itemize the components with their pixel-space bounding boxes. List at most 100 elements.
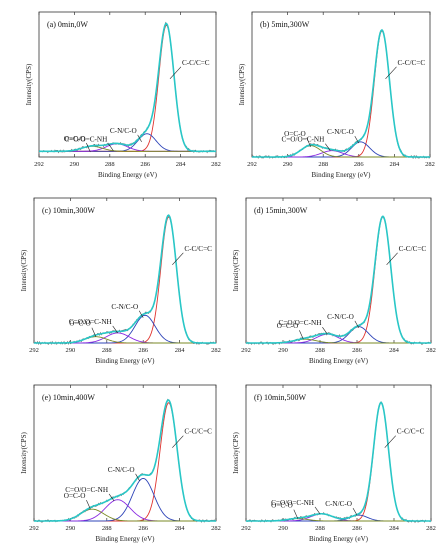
x-tick-label: 292 [34,161,44,168]
x-tick-label: 290 [278,525,288,532]
annotation-label: C-C/C=C [398,59,426,67]
x-tick-label: 284 [175,347,186,354]
annotation-leader [91,327,97,337]
annotation-leader [322,326,328,335]
annotation-label: C-C/C=C [182,59,210,67]
panel-title: (e) 10min,400W [42,393,95,402]
x-tick-label: 288 [315,347,325,354]
x-axis-label: Binding Energy (eV) [309,535,369,543]
annotation-label: C-C/C=C [184,245,212,253]
annotation-label: C=O/O=C-NH [64,136,107,144]
annotation-label: O=C-O [64,135,86,143]
x-axis-label: Binding Energy (eV) [309,357,369,365]
fitted-envelope [246,401,431,522]
x-tick-label: 284 [176,161,187,168]
annotation-leader [108,143,114,151]
x-axis-label: Binding Energy (eV) [98,171,158,179]
annotation-leader [386,252,398,266]
x-tick-label: 282 [211,525,221,532]
x-tick-label: 290 [66,525,76,532]
x-tick-label: 286 [354,161,365,168]
raw-spectrum [251,29,431,160]
annotation-leader [299,330,304,340]
annotation-label: O=C-O [277,322,299,330]
x-axis-label: Binding Energy (eV) [96,535,156,543]
x-tick-label: 288 [315,525,325,532]
annotation-leader [138,310,144,318]
annotation-label: C-N/C-O [108,466,135,474]
annotation-label: C=O/O=C-NH [271,499,314,507]
annotation-leader [135,473,140,481]
annotation-label: C-N/C-O [327,128,354,136]
y-axis-label: Intensity(CPS) [232,432,240,474]
x-tick-label: 292 [241,347,251,354]
annotation-leader [86,142,91,153]
annotation-leader [354,135,360,144]
annotation-leader [314,506,321,515]
annotation-leader [352,507,358,516]
panel-e: 292 290 288 286 284 282 Binding Energy (eV) Int… [20,384,221,543]
x-tick-label: 286 [352,525,363,532]
x-tick-label: 290 [66,347,76,354]
x-tick-label: 282 [426,347,436,354]
raw-spectrum [245,216,432,345]
annotation-label: C=O/O=C-NH [279,319,322,327]
fitted-envelope [246,215,431,344]
annotation-label: C-C/C=C [184,428,212,436]
annotation-label: O=C-O [69,320,91,328]
fitted-envelope [39,22,216,153]
panel-title: (a) 0min,0W [47,20,88,29]
panel-f: 292 290 288 286 284 282 Binding Energy (eV) Int… [232,384,436,543]
plot-frame [33,197,217,344]
x-tick-label: 284 [390,161,401,168]
y-axis-label: Intensity(CPS) [232,249,240,291]
x-axis-label: Binding Energy (eV) [96,357,156,365]
x-tick-label: 290 [278,347,288,354]
x-tick-label: 286 [140,161,151,168]
x-tick-label: 288 [102,347,112,354]
annotation-label: C-C/C=C [397,428,425,436]
raw-spectrum [33,215,217,346]
annotation-leader [354,320,360,329]
x-tick-label: 292 [29,347,39,354]
annotation-leader [384,435,396,448]
annotation-label: C-N/C-O [327,313,354,321]
x-tick-label: 286 [352,347,363,354]
annotation-leader [172,252,184,266]
y-axis-label: Intensity(CPS) [25,63,33,105]
x-tick-label: 288 [318,161,328,168]
annotation-leader [169,66,182,80]
x-axis-label: Binding Energy (eV) [312,171,372,179]
x-tick-label: 292 [247,161,257,168]
annotation-leader [108,493,115,502]
annotation-label: C-N/C-O [325,500,352,508]
fitted-envelope [252,28,430,158]
panel-d: 292 290 288 286 284 282 Binding Energy (eV) Int… [232,197,436,365]
panel-c: 292 290 288 286 284 282 Binding Energy (eV) Int… [20,197,221,365]
annotation-label: C=O/O=C-NH [65,486,108,494]
annotation-leader [293,509,299,519]
x-tick-label: 282 [425,161,435,168]
plot-frame [33,384,217,522]
x-tick-label: 282 [426,525,436,532]
annotation-label: C-C/C=C [399,245,427,253]
y-axis-label: Intensity(CPS) [20,249,28,291]
panel-title: (d) 15min,300W [254,206,308,215]
x-tick-label: 284 [389,347,400,354]
x-tick-label: 284 [389,525,400,532]
x-tick-label: 282 [211,161,221,168]
peak-c-c-c-c [252,30,430,158]
panel-a: 292 290 288 286 284 282 Binding Energy (eV) Int… [25,11,221,179]
peak-c-n-c-o [246,326,431,344]
annotation-label: O=C-O [271,502,293,510]
annotation-label: C-N/C-O [111,303,138,311]
annotation-leader [112,325,118,334]
annotation-label: C=O/O=C-NH [69,318,112,326]
annotation-leader [325,143,331,151]
x-tick-label: 292 [241,525,251,532]
annotation-label: O=C-O [64,492,86,500]
x-tick-label: 288 [105,161,115,168]
fitted-envelope [34,214,216,344]
x-tick-label: 288 [102,525,112,532]
annotation-label: C=O/O=C-NH [281,136,324,144]
